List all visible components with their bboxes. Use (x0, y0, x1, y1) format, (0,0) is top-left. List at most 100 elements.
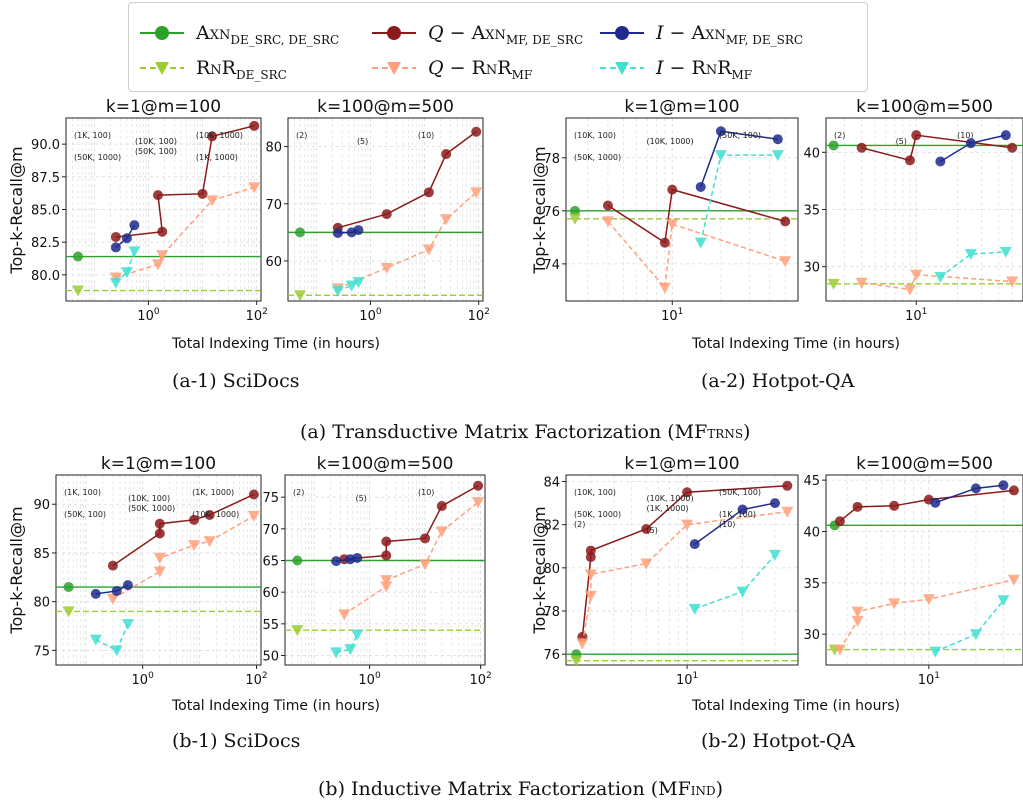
point-q_axn (152, 190, 163, 201)
point-i_rnr (128, 246, 141, 258)
annotation-label: (50K, 100) (719, 131, 761, 140)
point-rnr (72, 285, 85, 297)
point-q_axn (904, 155, 915, 166)
point-axn (292, 555, 303, 566)
axes-frame (287, 117, 484, 302)
series-line-q_rnr (607, 220, 786, 290)
xlabel-a1: Total Indexing Time (in hours) (171, 336, 380, 352)
point-q_axn (911, 130, 922, 141)
point-q_axn (107, 560, 118, 571)
annotation-label: (50K, 100) (135, 147, 177, 156)
point-q_rnr (833, 644, 846, 656)
legend-label-q_rnr: Q − RnRMF (428, 57, 532, 82)
panel-title: k=1@m=100 (624, 97, 739, 117)
ytick-label: 80 (33, 596, 50, 611)
ytick-label: 80 (265, 141, 282, 156)
series-line-q_axn (112, 493, 255, 567)
point-q_rnr (247, 510, 260, 522)
axes-frame (55, 474, 262, 666)
point-q_axn (157, 226, 168, 237)
point-i_axn (331, 556, 342, 567)
xtick-label: 100 (132, 671, 155, 688)
point-rnr (291, 625, 304, 637)
point-q_rnr (640, 558, 653, 570)
panel-7: 30 35 40 45 101 k=100@m=500 (803, 454, 1023, 688)
point-i_axn (352, 552, 363, 563)
point-i_rnr (768, 549, 781, 561)
ytick-label: 85 (33, 547, 50, 562)
annotation-label: (10K, 100) (135, 137, 177, 146)
point-q_rnr (922, 594, 935, 606)
point-i_rnr (120, 267, 133, 279)
annotation-label: (10K, 1000) (647, 137, 694, 146)
point-i_rnr (736, 586, 749, 598)
point-i_rnr (330, 647, 343, 659)
point-q_rnr (153, 566, 166, 578)
ytick-label: 78 (543, 605, 560, 620)
point-i_rnr (351, 629, 364, 641)
annotation-label: (5) (896, 137, 907, 146)
point-axn (828, 140, 839, 151)
axes-frame (565, 474, 799, 666)
point-i_axn (930, 497, 941, 508)
series-line-q_rnr (839, 579, 1015, 650)
point-q_rnr (419, 559, 432, 571)
point-i_rnr (352, 277, 365, 289)
ytick-label: 45 (803, 474, 820, 489)
legend-label-i_axn: I − AxnMF, DE_SRC (655, 22, 803, 47)
ytick-label: 30 (803, 261, 820, 276)
xtick-label: 102 (246, 307, 268, 324)
panel-title: k=100@m=500 (317, 454, 454, 474)
point-q_axn (834, 516, 845, 527)
xtick-label: 102 (469, 671, 491, 688)
point-q_rnr (1007, 574, 1020, 586)
point-i_axn (689, 539, 700, 550)
axes-frame (65, 117, 262, 302)
point-q_rnr (380, 575, 393, 587)
caption-b2: (b-2) Hotpot-QA (701, 730, 856, 752)
legend (128, 2, 868, 92)
panel-5: 50 55 60 65 70 75 100 102 k=100@m=500 (2) (5) (10) (262, 454, 491, 688)
point-q_rnr (781, 506, 794, 518)
point-rnr (570, 655, 583, 667)
ytick-label: 90 (33, 498, 50, 513)
point-q_axn (197, 188, 208, 199)
ylabel-a1: Top-k-Recall@m (7, 146, 26, 274)
ytick-label: 40 (803, 146, 820, 161)
xlabel-b2: Total Indexing Time (in hours) (691, 698, 900, 714)
point-q_axn (381, 209, 392, 220)
point-q_rnr (151, 259, 164, 271)
point-axn (569, 205, 580, 216)
point-q_rnr (435, 526, 448, 538)
caption-b: (b) Inductive Matrix Factorization (MFIN… (318, 778, 724, 800)
annotation-label: (5) (357, 137, 368, 146)
annotation-label: (10) (957, 131, 973, 140)
point-q_axn (189, 514, 200, 525)
point-q_rnr (584, 590, 597, 602)
series-line-i_rnr (939, 251, 1006, 278)
point-i_axn (772, 134, 783, 145)
point-i_rnr (997, 595, 1010, 607)
point-rnr (294, 290, 307, 302)
series-line-q_axn (607, 188, 786, 244)
xtick-label: 101 (905, 307, 927, 324)
series-line-q_axn (861, 134, 1013, 162)
annotation-label: (50K, 1000) (574, 510, 621, 519)
point-i_axn (737, 504, 748, 515)
point-i_rnr (121, 619, 134, 631)
point-q_rnr (106, 593, 119, 605)
point-q_axn (423, 187, 434, 198)
point-q_rnr (681, 519, 694, 531)
ytick-label: 78 (543, 152, 560, 167)
ytick-label: 82.5 (31, 236, 60, 251)
point-q_axn (154, 518, 165, 529)
point-q_axn (441, 149, 452, 160)
annotation-label: (10) (418, 488, 434, 497)
annotation-label: (50K, 1000) (128, 504, 175, 513)
point-q_axn (436, 501, 447, 512)
point-q_axn (1008, 485, 1019, 496)
panel-title: k=100@m=500 (856, 97, 993, 117)
ytick-label: 70 (265, 198, 282, 213)
point-i_axn (965, 138, 976, 149)
annotation-label: (1K, 100) (719, 510, 756, 519)
